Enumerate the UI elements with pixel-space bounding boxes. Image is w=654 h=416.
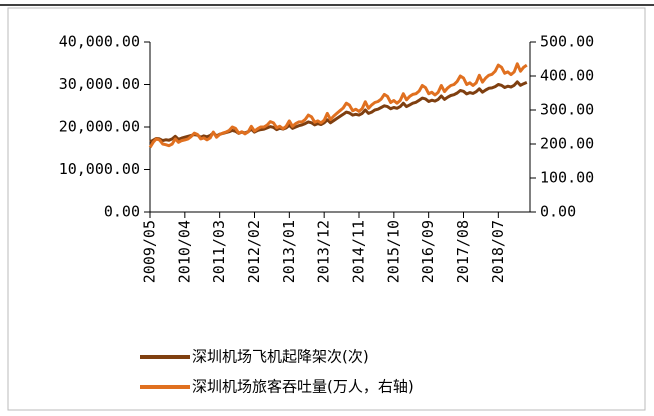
y2-tick-label: 0.00 xyxy=(540,203,576,221)
y-tick-label: 30,000.00 xyxy=(59,75,140,93)
legend-label: 深圳机场旅客吞吐量(万人，右轴) xyxy=(192,378,414,396)
y-tick-label: 0.00 xyxy=(104,203,140,221)
frame xyxy=(7,7,646,411)
y2-tick-label: 200.00 xyxy=(540,135,594,153)
y2-tick-label: 100.00 xyxy=(540,169,594,187)
series-line xyxy=(148,62,528,149)
x-tick-label: 2015/10 xyxy=(384,220,402,283)
y-tick-label: 40,000.00 xyxy=(59,33,140,51)
y2-tick-label: 500.00 xyxy=(540,33,594,51)
y2-tick-label: 400.00 xyxy=(540,67,594,85)
y-tick-label: 20,000.00 xyxy=(59,118,140,136)
y-tick-label: 10,000.00 xyxy=(59,160,140,178)
x-tick-label: 2010/04 xyxy=(175,220,193,283)
x-tick-label: 2013/01 xyxy=(280,220,298,283)
x-tick-label: 2011/03 xyxy=(210,220,228,283)
x-tick-label: 2009/05 xyxy=(141,220,159,283)
x-tick-label: 2016/09 xyxy=(419,220,437,283)
x-tick-label: 2018/07 xyxy=(489,220,507,283)
x-tick-label: 2014/11 xyxy=(350,220,368,283)
x-tick-label: 2013/12 xyxy=(315,220,333,283)
y2-tick-label: 300.00 xyxy=(540,101,594,119)
legend-label: 深圳机场飞机起降架次(次) xyxy=(192,348,369,366)
x-tick-label: 2017/08 xyxy=(454,220,472,283)
x-tick-label: 2012/02 xyxy=(245,220,263,283)
